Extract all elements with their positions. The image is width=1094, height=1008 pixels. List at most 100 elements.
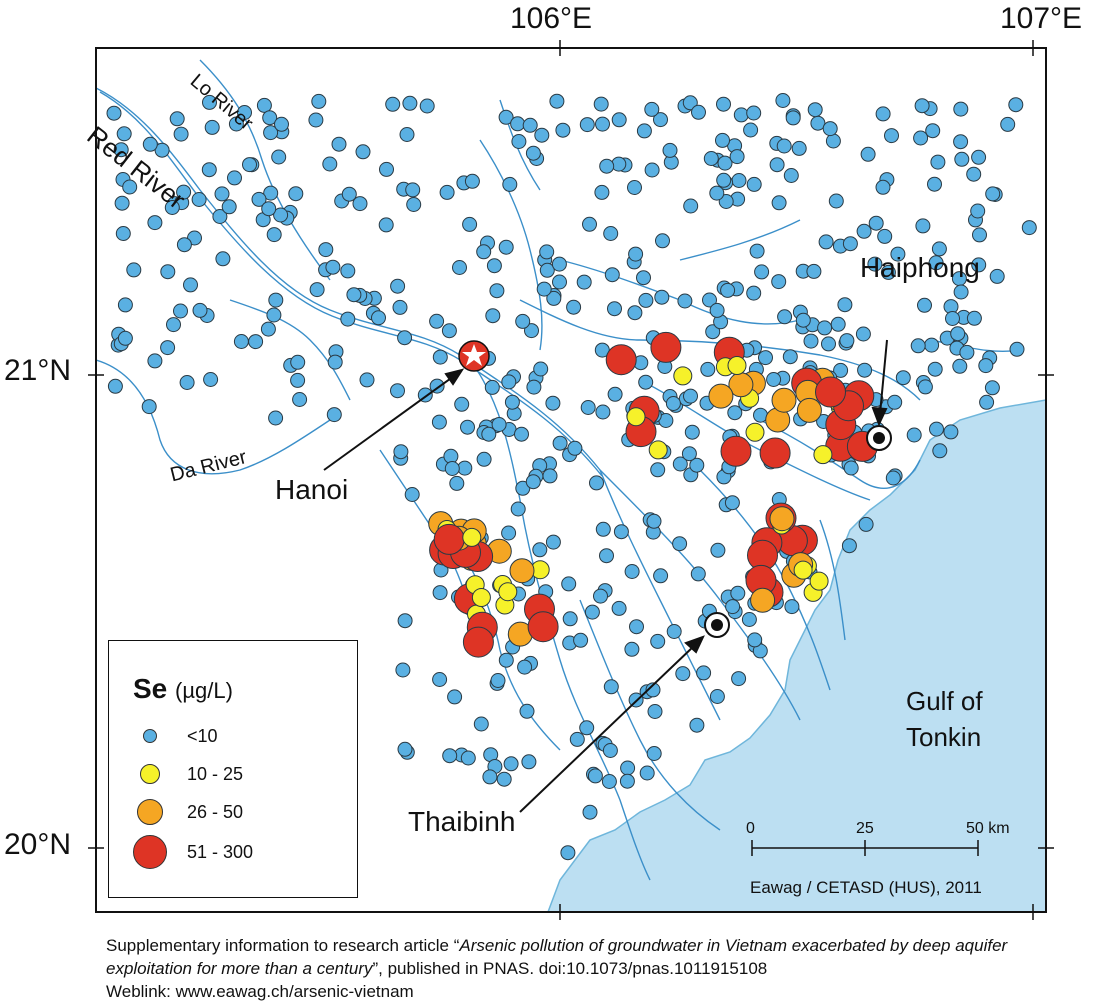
sample-point <box>476 451 492 467</box>
sample-point <box>141 399 157 415</box>
caption-prefix: Supplementary information to research ar… <box>106 936 460 955</box>
sample-point <box>214 186 230 202</box>
sample-point <box>662 142 678 158</box>
sample-point <box>405 182 421 198</box>
sample-point <box>341 186 357 202</box>
legend-unit: (µg/L) <box>175 678 233 703</box>
sample-point <box>579 117 595 133</box>
sample-point <box>263 185 279 201</box>
sample-point <box>116 126 132 142</box>
sample-point <box>627 305 643 321</box>
sample-point <box>552 274 567 290</box>
sample-point <box>582 216 597 232</box>
legend-swatch <box>133 835 167 869</box>
sample-point <box>545 395 561 411</box>
sample-point <box>292 392 308 407</box>
sample-point <box>807 102 823 118</box>
sample-point <box>359 372 375 388</box>
legend-item: <10 <box>109 719 349 753</box>
sample-point <box>915 218 931 234</box>
sample-point <box>766 372 782 387</box>
sample-point <box>837 297 853 313</box>
sample-point <box>602 743 618 758</box>
sample-point <box>917 297 932 313</box>
sample-point <box>331 136 347 152</box>
sample-point <box>880 264 896 280</box>
sample-point <box>746 176 762 192</box>
sea-label-line2: Tonkin <box>906 722 982 752</box>
sample-point <box>593 96 609 112</box>
sample-point <box>815 376 846 408</box>
sample-point <box>201 162 217 178</box>
scale-tick-0: 0 <box>746 820 755 837</box>
sample-point <box>227 170 242 186</box>
sample-point <box>288 186 304 202</box>
sample-point <box>593 588 608 604</box>
sample-point <box>268 410 284 426</box>
sample-point <box>322 156 338 172</box>
sample-point <box>169 111 185 127</box>
sample-point <box>906 427 922 443</box>
sample-point <box>924 337 940 353</box>
sample-point <box>931 241 947 257</box>
sample-point <box>689 457 705 473</box>
sample-point <box>914 98 930 114</box>
sample-point <box>647 704 663 719</box>
sample-point <box>113 142 129 158</box>
sample-point <box>782 349 798 365</box>
sample-point <box>654 289 670 305</box>
sample-point <box>690 566 706 582</box>
sample-point <box>709 185 725 201</box>
sample-point <box>599 158 615 174</box>
sample-point <box>771 274 787 290</box>
sample-point <box>784 599 800 615</box>
sample-point <box>890 246 906 262</box>
sample-point <box>952 358 968 374</box>
sample-point <box>927 176 942 192</box>
sample-point <box>813 445 833 465</box>
sample-point <box>355 144 371 160</box>
sample-point <box>397 613 413 629</box>
graticule-ticks <box>88 40 1054 920</box>
scale-tick-50: 50 km <box>966 820 1010 837</box>
sample-point <box>542 468 558 484</box>
sample-point <box>628 246 644 262</box>
sample-point <box>432 349 448 365</box>
sample-point <box>183 277 198 293</box>
sample-point <box>856 223 872 239</box>
sample-point <box>950 326 966 342</box>
sample-point <box>340 263 356 279</box>
sample-point <box>989 268 1005 284</box>
sample-point <box>716 96 731 112</box>
sample-point <box>648 440 668 460</box>
sample-point <box>913 130 929 146</box>
sample-point <box>390 383 405 399</box>
sample-point <box>460 750 476 766</box>
sample-point <box>746 285 762 301</box>
sample-point <box>509 558 535 584</box>
sample-point <box>266 307 282 323</box>
sample-point <box>684 424 700 440</box>
sample-point <box>525 474 541 490</box>
sample-point <box>928 255 944 271</box>
sample-point <box>485 308 501 324</box>
sample-point <box>703 151 719 166</box>
sample-point <box>682 95 698 111</box>
legend-swatch <box>137 799 163 825</box>
sample-point <box>260 321 276 337</box>
sample-point <box>482 769 498 785</box>
scale-tick-25: 25 <box>856 820 874 837</box>
sample-point <box>397 741 413 757</box>
legend-label: 10 - 25 <box>187 764 244 784</box>
sample-point <box>724 495 740 511</box>
sample-point <box>885 470 901 486</box>
sample-point <box>717 155 733 171</box>
sample-point <box>173 126 189 142</box>
sample-point <box>720 435 752 467</box>
sample-point <box>147 353 163 369</box>
sample-point <box>665 396 681 411</box>
sample-point <box>549 93 565 109</box>
sample-point <box>566 299 582 315</box>
sample-point <box>953 101 969 117</box>
sample-point <box>769 157 785 173</box>
